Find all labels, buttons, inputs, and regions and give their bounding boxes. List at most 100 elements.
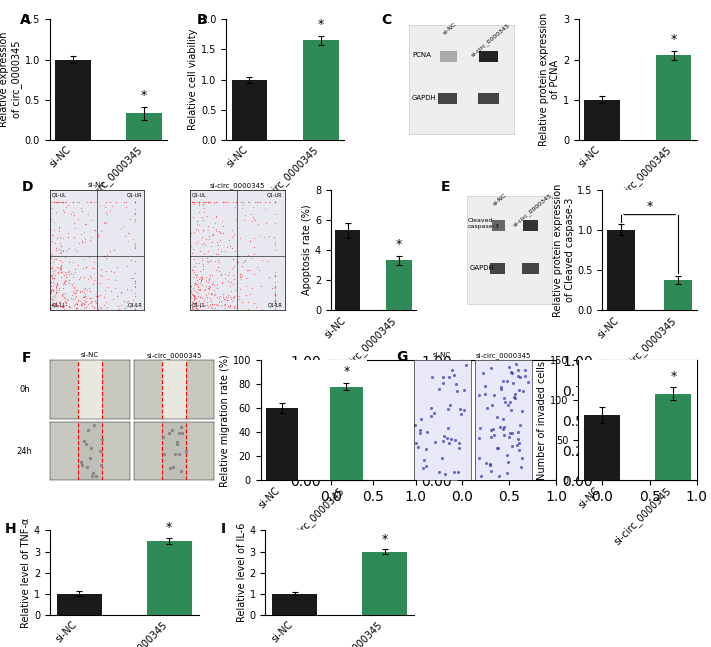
Point [236,203,247,214]
Point [210,299,221,309]
Text: si-circ_0000345: si-circ_0000345 [470,22,511,58]
Point [192,225,203,235]
Point [196,239,208,250]
Point [206,299,218,309]
Point [186,302,198,312]
Point [210,249,222,259]
Point [229,245,240,256]
Point [45,263,56,273]
Point [197,259,208,270]
Point [200,289,211,300]
Point [253,231,264,241]
Point [129,291,140,301]
Point [442,432,453,443]
Point [196,253,208,263]
Point [55,241,67,251]
Point [269,297,281,307]
Point [129,241,140,252]
Point [173,428,184,439]
Point [54,261,65,272]
Point [226,225,237,235]
Point [80,262,92,272]
Point [77,292,89,303]
Point [198,203,210,214]
Point [51,279,63,289]
Point [188,212,199,222]
Point [217,292,228,302]
Point [62,267,73,277]
Point [72,296,83,306]
Point [228,293,239,303]
Point [513,365,524,375]
Point [187,272,198,282]
Point [225,300,236,311]
Point [255,281,267,292]
Point [119,303,131,314]
Text: Cleaved
caspase-3: Cleaved caspase-3 [468,218,499,229]
Point [63,278,75,288]
Point [50,197,62,207]
Point [496,382,507,392]
Point [219,273,230,283]
Text: B: B [197,14,208,27]
Point [64,302,75,312]
Point [197,225,208,235]
Point [185,300,196,310]
Point [522,377,533,387]
Point [218,228,229,239]
Point [115,288,127,298]
Text: E: E [442,180,451,194]
Point [81,293,92,303]
Point [194,265,205,276]
Point [448,369,459,380]
Point [264,272,275,282]
Point [50,283,62,293]
Point [199,285,210,295]
Point [91,471,102,481]
Point [196,273,208,283]
Point [69,293,80,303]
Point [68,282,80,292]
Point [191,279,203,289]
Point [86,215,97,226]
Point [253,219,264,230]
Point [221,295,232,305]
Point [223,302,235,313]
Point [75,296,86,306]
Point [473,389,484,400]
Point [193,236,204,247]
Point [481,403,493,413]
Point [95,304,106,314]
Point [115,287,127,297]
Point [45,224,56,234]
Point [52,197,63,207]
Point [195,273,206,283]
Point [506,405,517,415]
Point [453,443,464,454]
Point [44,302,55,313]
Point [55,247,67,257]
Point [191,296,202,307]
Point [85,271,96,281]
Point [82,424,93,435]
Point [503,400,514,411]
Y-axis label: Relative expression
of circ_0000345: Relative expression of circ_0000345 [0,32,22,127]
Point [221,295,232,305]
Point [166,424,178,435]
Point [235,274,247,285]
Point [196,300,208,310]
Point [196,275,207,285]
Point [202,225,213,236]
Point [447,365,458,375]
Point [475,423,486,433]
Point [473,433,484,443]
Point [269,239,281,249]
Point [269,298,281,308]
Bar [656,394,691,480]
Point [451,386,462,397]
Point [242,304,254,314]
Point [231,278,242,289]
Point [48,197,59,207]
Point [98,218,109,228]
Title: si-NC: si-NC [433,353,451,358]
